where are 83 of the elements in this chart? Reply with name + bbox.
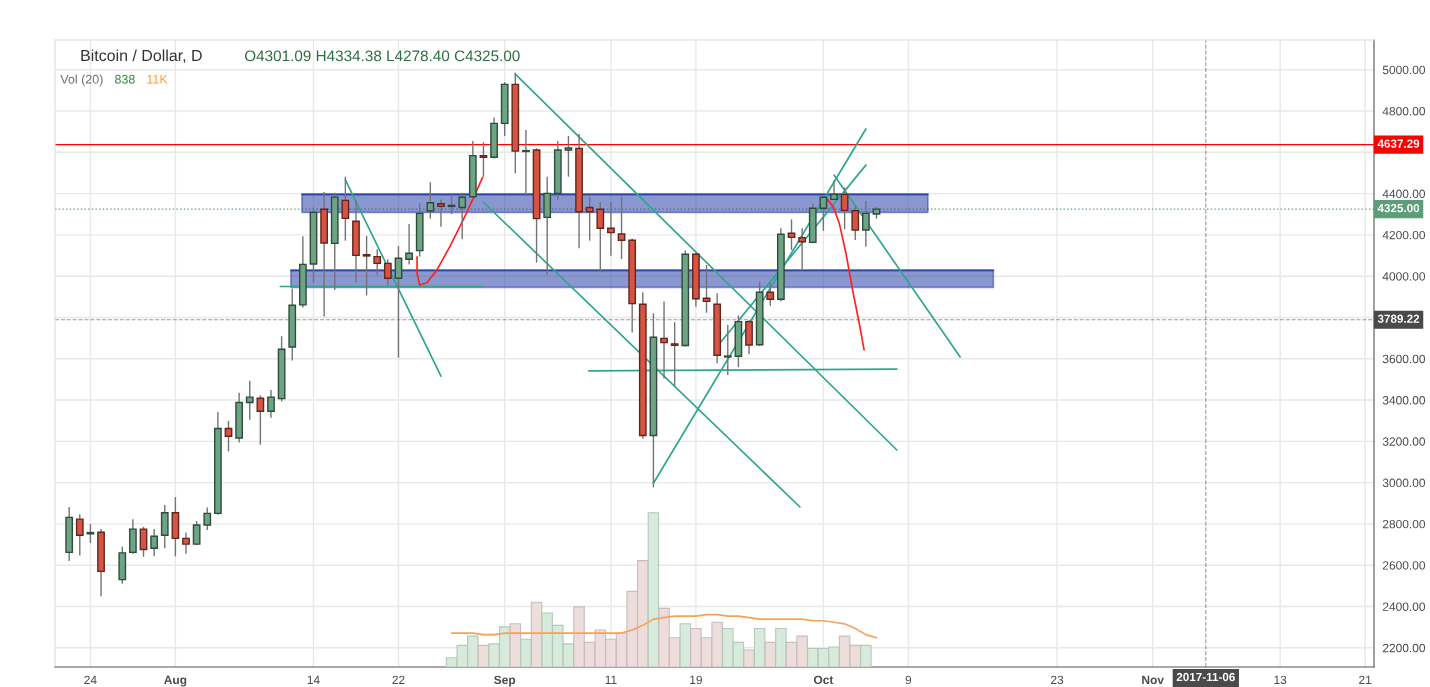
text: O4301.09 H4334.38 L4278.40 C4325.00 xyxy=(244,50,520,62)
y-tick-label: 2400.00 xyxy=(1382,602,1426,611)
candlestick xyxy=(543,175,552,276)
bar xyxy=(647,512,660,667)
bar xyxy=(509,623,522,667)
candlestick xyxy=(341,175,350,242)
y-tick-label: 2800.00 xyxy=(1382,519,1426,529)
candlestick xyxy=(766,281,775,307)
x-tick-label: 23 xyxy=(1051,675,1064,685)
bar xyxy=(860,644,872,667)
candlestick xyxy=(75,513,84,557)
ref-line-label: 4637.29 xyxy=(1377,139,1420,148)
text: Bitcoin / Dollar, D xyxy=(81,49,202,64)
bar xyxy=(520,638,532,667)
candlestick xyxy=(245,379,254,421)
candlestick xyxy=(426,181,435,220)
candlestick xyxy=(840,186,849,231)
x-tick-label: 21 xyxy=(1359,675,1372,684)
candlestick xyxy=(362,235,371,297)
y-tick-label: 4000.00 xyxy=(1382,272,1426,281)
candlestick xyxy=(596,201,605,273)
candlestick xyxy=(224,420,233,453)
line-series xyxy=(416,176,484,286)
candlestick xyxy=(522,129,530,197)
candlestick xyxy=(129,518,137,555)
x-tick-label: 14 xyxy=(307,675,320,684)
candlestick xyxy=(203,506,212,531)
candlestick xyxy=(150,528,159,558)
ref-line-label: 3789.22 xyxy=(1377,314,1420,323)
candlestick xyxy=(405,223,413,266)
candlestick xyxy=(267,389,275,419)
candlestick xyxy=(564,135,573,178)
candlestick xyxy=(192,520,201,546)
y-tick-label: 5000.00 xyxy=(1382,65,1426,75)
candlestick xyxy=(160,504,169,549)
candlestick xyxy=(256,394,265,446)
bar xyxy=(753,627,766,667)
ref-line-label: 2017-11-06 xyxy=(1176,672,1235,682)
candlestick xyxy=(607,201,615,257)
bar xyxy=(764,641,777,667)
candlestick xyxy=(86,523,95,544)
candlestick xyxy=(617,196,626,260)
x-tick-label: Nov xyxy=(1142,675,1164,685)
x-tick-label: 11 xyxy=(605,675,617,684)
candlestick xyxy=(394,245,403,359)
x-tick-label: 13 xyxy=(1274,675,1287,685)
candlestick xyxy=(723,324,732,376)
candlestick xyxy=(139,526,148,558)
y-tick-label: 3600.00 xyxy=(1382,354,1426,364)
x-tick-label: 24 xyxy=(84,675,97,684)
candlestick xyxy=(670,321,679,387)
annotation: 11K xyxy=(147,74,168,84)
annotation: 838 xyxy=(115,74,135,84)
x-tick-label: 22 xyxy=(392,675,405,684)
ref-line-label: 4325.00 xyxy=(1377,203,1420,213)
x-tick-label: Sep xyxy=(494,675,516,687)
bar xyxy=(679,623,692,667)
candlestick xyxy=(745,319,753,355)
y-tick-label: 3000.00 xyxy=(1382,478,1426,488)
y-tick-label: 2600.00 xyxy=(1382,561,1426,570)
candlestick xyxy=(660,300,668,380)
candlestick xyxy=(798,227,807,272)
y-tick-label: 3400.00 xyxy=(1382,396,1426,405)
x-tick-label: Aug xyxy=(164,675,187,687)
candlestick xyxy=(373,248,382,276)
y-tick-label: 2200.00 xyxy=(1382,643,1426,653)
candlestick xyxy=(383,258,392,287)
x-tick-label: 19 xyxy=(690,675,702,685)
candlestick xyxy=(479,141,488,178)
candlestick xyxy=(437,198,445,228)
candlestick xyxy=(585,196,594,242)
y-tick-label: 4200.00 xyxy=(1382,230,1426,240)
candlestick xyxy=(861,200,870,248)
y-tick-label: 4400.00 xyxy=(1382,189,1426,199)
candlestick xyxy=(182,531,190,555)
x-tick-label: Oct xyxy=(813,675,834,685)
y-tick-label: 4800.00 xyxy=(1382,107,1426,116)
candlestick xyxy=(458,192,467,240)
bar xyxy=(775,627,787,667)
candlestick xyxy=(851,205,860,241)
annotation: Vol (20) xyxy=(60,74,103,87)
y-tick-label: 3200.00 xyxy=(1382,437,1426,446)
x-tick-label: 9 xyxy=(905,675,912,685)
